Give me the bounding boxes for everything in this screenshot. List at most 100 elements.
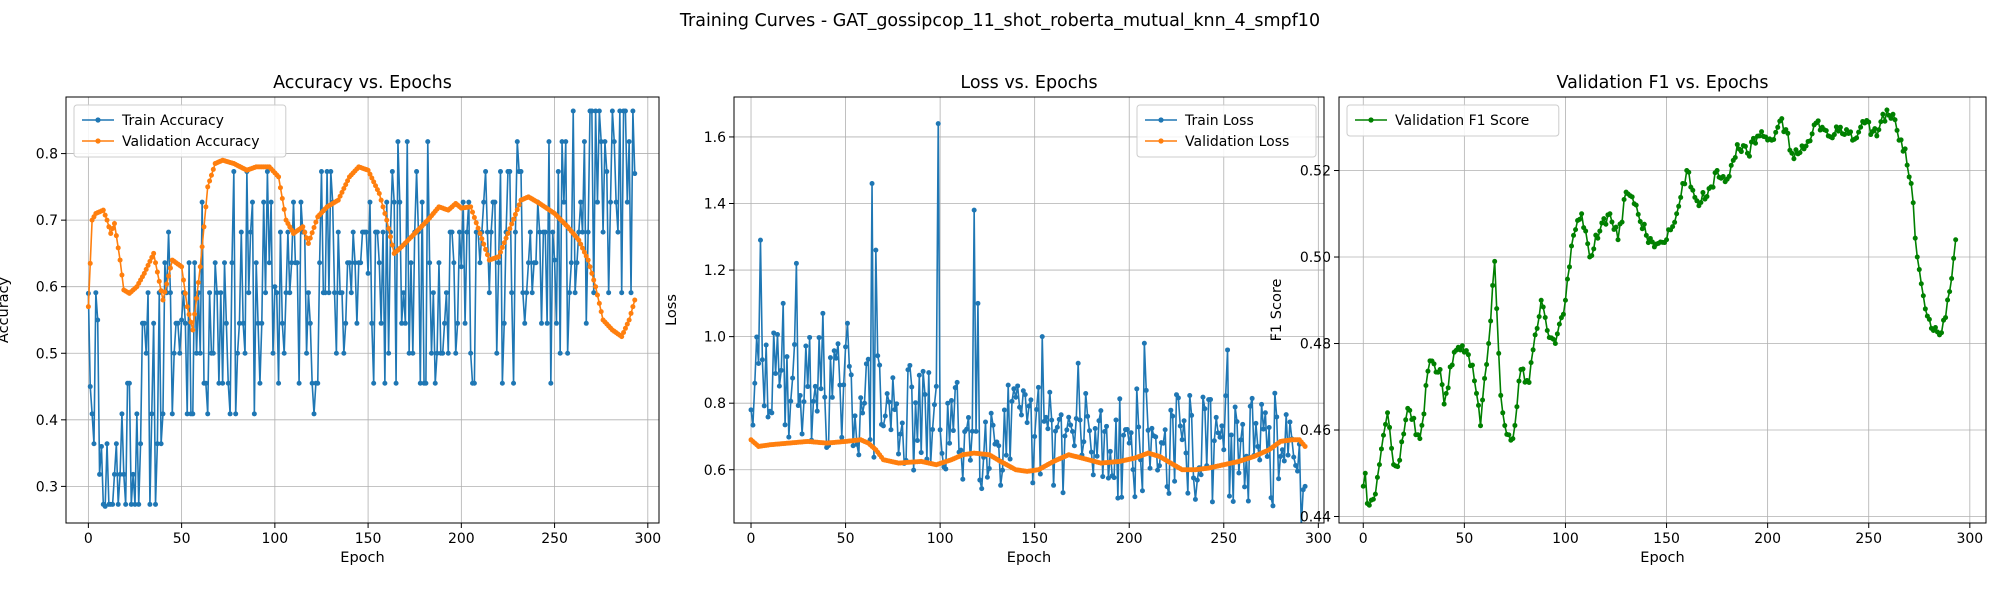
data-point bbox=[1809, 131, 1815, 137]
data-point bbox=[93, 290, 99, 296]
legend-marker bbox=[1158, 138, 1164, 144]
data-point bbox=[1383, 421, 1388, 427]
data-point bbox=[1011, 386, 1017, 392]
data-point bbox=[561, 199, 567, 205]
data-point bbox=[630, 304, 636, 310]
data-point bbox=[1431, 361, 1437, 367]
data-point bbox=[1793, 147, 1799, 153]
data-point bbox=[626, 139, 632, 145]
data-point bbox=[918, 450, 924, 456]
data-point bbox=[1081, 439, 1087, 445]
data-point bbox=[449, 229, 455, 235]
data-point bbox=[468, 350, 474, 356]
data-point bbox=[285, 229, 291, 235]
data-point bbox=[1240, 421, 1246, 427]
data-point bbox=[793, 260, 799, 266]
data-point bbox=[591, 290, 597, 296]
x-tick-label: 200 bbox=[1116, 531, 1143, 547]
data-point bbox=[365, 167, 371, 173]
data-point bbox=[1149, 425, 1155, 431]
data-point bbox=[442, 320, 448, 326]
data-point bbox=[1750, 135, 1756, 141]
data-point bbox=[897, 431, 903, 437]
data-point bbox=[261, 199, 267, 205]
legend: Validation F1 Score bbox=[1346, 104, 1560, 137]
data-point bbox=[350, 229, 356, 235]
y-tick-label: 0.8 bbox=[704, 396, 726, 412]
data-point bbox=[1068, 422, 1074, 428]
data-point bbox=[1236, 470, 1242, 476]
data-point bbox=[604, 169, 610, 175]
data-point bbox=[1293, 462, 1299, 468]
data-point bbox=[313, 219, 319, 225]
data-point bbox=[1564, 276, 1570, 282]
data-point bbox=[429, 350, 434, 356]
data-point bbox=[380, 229, 386, 235]
data-point bbox=[548, 380, 554, 386]
data-point bbox=[1037, 471, 1043, 477]
data-point bbox=[496, 260, 502, 266]
data-point bbox=[453, 350, 459, 356]
data-point bbox=[497, 169, 503, 175]
data-point bbox=[1797, 150, 1803, 156]
data-point bbox=[943, 466, 949, 472]
legend-label: Validation Accuracy bbox=[122, 134, 260, 150]
data-point bbox=[317, 260, 323, 266]
data-point bbox=[322, 290, 328, 296]
data-point bbox=[1085, 413, 1091, 419]
data-point bbox=[481, 199, 487, 205]
data-point bbox=[807, 334, 813, 340]
data-point bbox=[1295, 468, 1301, 474]
data-point bbox=[1232, 404, 1238, 410]
data-point bbox=[1192, 496, 1198, 502]
data-point bbox=[750, 422, 756, 428]
data-point bbox=[1225, 347, 1231, 353]
data-point bbox=[153, 501, 159, 507]
data-point bbox=[1856, 129, 1862, 135]
data-point bbox=[622, 325, 628, 331]
data-point bbox=[289, 260, 295, 266]
data-point bbox=[203, 380, 209, 386]
data-point bbox=[1484, 361, 1490, 367]
data-point bbox=[552, 257, 558, 263]
data-point bbox=[984, 474, 990, 480]
data-point bbox=[87, 384, 93, 390]
data-point bbox=[1613, 224, 1619, 230]
x-axis-label: Epoch bbox=[1007, 550, 1051, 566]
data-point bbox=[1742, 143, 1748, 149]
data-point bbox=[920, 368, 926, 374]
subplot-title: Validation F1 vs. Epochs bbox=[1556, 73, 1768, 93]
subplot-title: Loss vs. Epochs bbox=[960, 73, 1097, 93]
data-point bbox=[911, 467, 917, 473]
data-point bbox=[345, 178, 351, 184]
data-point bbox=[1482, 375, 1488, 381]
data-point bbox=[854, 441, 860, 447]
data-point bbox=[593, 108, 599, 114]
data-point bbox=[757, 237, 763, 243]
data-point bbox=[896, 451, 902, 457]
data-point bbox=[585, 229, 591, 235]
data-point bbox=[380, 204, 386, 210]
data-point bbox=[149, 411, 155, 417]
data-point bbox=[119, 272, 125, 278]
data-point bbox=[123, 501, 129, 507]
axes-frame bbox=[733, 96, 1325, 524]
data-point bbox=[445, 350, 451, 356]
data-point bbox=[1030, 480, 1036, 486]
data-point bbox=[1480, 397, 1486, 403]
y-tick-label: 0.6 bbox=[36, 280, 58, 296]
data-point bbox=[384, 217, 390, 223]
data-point bbox=[788, 398, 794, 404]
data-point bbox=[287, 290, 293, 296]
data-point bbox=[432, 380, 438, 386]
data-point bbox=[281, 350, 287, 356]
data-point bbox=[1571, 232, 1577, 238]
x-tick-label: 100 bbox=[261, 531, 288, 547]
axes-frame bbox=[65, 96, 660, 524]
data-point bbox=[332, 290, 338, 296]
data-point bbox=[580, 245, 586, 251]
data-point bbox=[134, 411, 140, 417]
x-tick-label: 50 bbox=[173, 531, 191, 547]
x-tick-label: 200 bbox=[1754, 531, 1781, 547]
data-point bbox=[305, 240, 311, 246]
